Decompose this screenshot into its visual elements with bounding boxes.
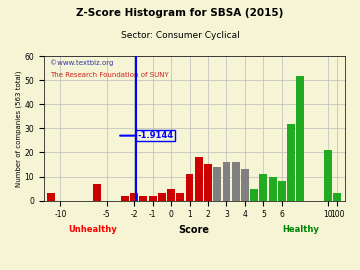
Bar (47, 193, 55, 201)
Bar (287, 124, 295, 201)
Bar (158, 193, 166, 201)
Bar (250, 188, 258, 201)
Bar (269, 177, 276, 201)
Text: ©www.textbiz.org: ©www.textbiz.org (50, 59, 113, 66)
Bar (176, 193, 184, 201)
Bar (333, 193, 341, 201)
Bar (213, 167, 221, 201)
Bar (232, 162, 240, 201)
Bar (149, 196, 157, 201)
Bar (324, 150, 332, 201)
Bar (204, 164, 212, 201)
Bar (139, 196, 147, 201)
Text: Unhealthy: Unhealthy (68, 225, 117, 234)
Bar (186, 174, 193, 201)
Bar (130, 193, 138, 201)
Bar (278, 181, 286, 201)
Bar (222, 162, 230, 201)
Text: The Research Foundation of SUNY: The Research Foundation of SUNY (50, 72, 168, 78)
Text: -1.9144: -1.9144 (137, 131, 173, 140)
Text: Sector: Consumer Cyclical: Sector: Consumer Cyclical (121, 31, 239, 40)
X-axis label: Score: Score (179, 225, 210, 235)
Bar (167, 188, 175, 201)
Text: Healthy: Healthy (282, 225, 319, 234)
Y-axis label: Number of companies (563 total): Number of companies (563 total) (15, 70, 22, 187)
Bar (260, 174, 267, 201)
Text: Z-Score Histogram for SBSA (2015): Z-Score Histogram for SBSA (2015) (76, 8, 284, 18)
Bar (195, 157, 203, 201)
Bar (93, 184, 101, 201)
Bar (296, 76, 304, 201)
Bar (121, 196, 129, 201)
Bar (241, 169, 249, 201)
